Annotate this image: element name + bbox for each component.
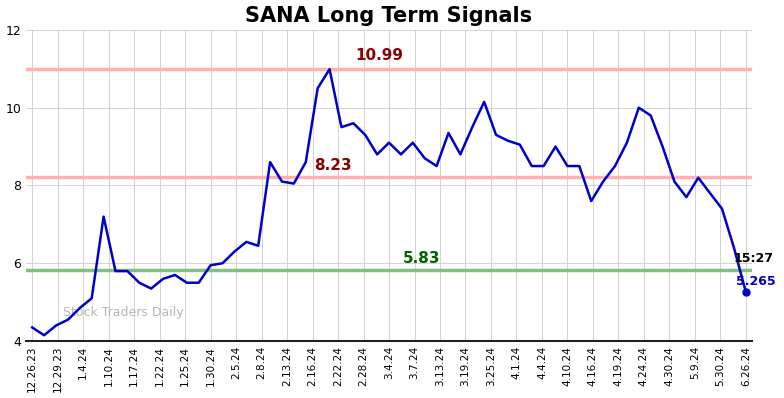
- Text: 5.265: 5.265: [736, 275, 776, 288]
- Text: 10.99: 10.99: [356, 48, 404, 63]
- Text: 5.83: 5.83: [403, 251, 441, 266]
- Text: Stock Traders Daily: Stock Traders Daily: [63, 306, 183, 319]
- Text: 15:27: 15:27: [734, 252, 774, 265]
- Title: SANA Long Term Signals: SANA Long Term Signals: [245, 6, 532, 25]
- Text: 8.23: 8.23: [314, 158, 352, 173]
